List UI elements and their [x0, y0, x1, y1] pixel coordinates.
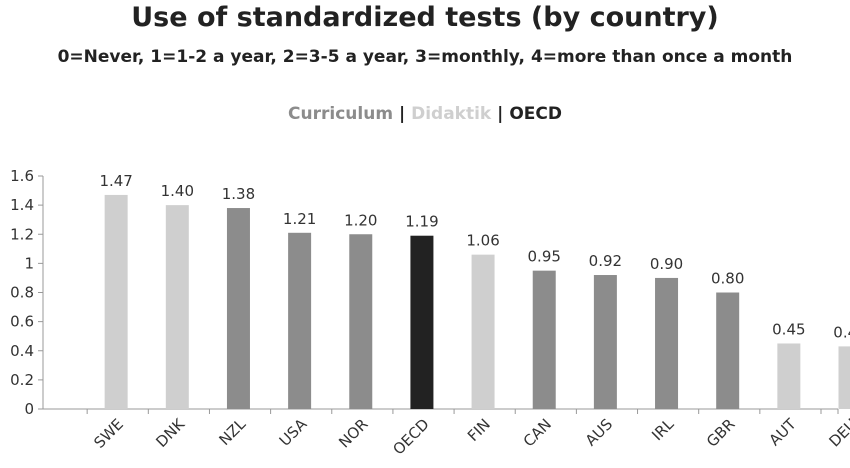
y-tick-label: 1 — [24, 254, 34, 272]
bar — [716, 292, 740, 409]
chart-subtitle: 0=Never, 1=1-2 a year, 2=3-5 a year, 3=m… — [57, 47, 793, 67]
bar — [349, 234, 373, 409]
data-label: 1.40 — [161, 182, 194, 200]
data-label: 1.21 — [283, 210, 316, 228]
legend: Curriculum | Didaktik | OECD — [0, 104, 850, 124]
x-tick-label: CAN — [520, 415, 555, 450]
bar — [471, 254, 495, 409]
y-tick-label: 1.2 — [10, 225, 34, 243]
x-tick-label: IRL — [648, 415, 678, 445]
bar — [410, 235, 434, 409]
data-label: 0.90 — [650, 255, 683, 273]
x-tick-label: DEU — [825, 415, 850, 450]
x-tick-label: NOR — [335, 415, 371, 451]
data-label: 1.47 — [99, 172, 132, 190]
bar — [226, 208, 250, 409]
legend-separator: | — [398, 104, 406, 124]
y-tick-label: 0.2 — [10, 371, 34, 389]
x-tick-label: GBR — [703, 415, 739, 451]
bar — [777, 343, 801, 409]
legend-separator: | — [497, 104, 504, 124]
bar — [104, 194, 128, 409]
x-tick-label: OECD — [389, 415, 432, 458]
data-label: 1.19 — [405, 213, 438, 231]
legend-item-curriculum: Curriculum — [288, 104, 394, 124]
y-tick-label: 1.4 — [10, 196, 34, 214]
data-label: 0.43 — [833, 323, 850, 341]
bar — [288, 232, 312, 409]
y-tick-label: 0.6 — [10, 313, 34, 331]
data-label: 0.80 — [711, 270, 744, 288]
data-label: 0.45 — [772, 320, 805, 338]
bar — [165, 205, 189, 409]
x-tick-label: USA — [276, 415, 311, 450]
legend-item-didaktik: Didaktik — [411, 104, 492, 124]
y-tick-label: 0.4 — [10, 342, 34, 360]
data-label: 0.92 — [589, 252, 622, 270]
data-label: 1.20 — [344, 211, 377, 229]
data-label: 1.38 — [222, 185, 255, 203]
bar — [838, 346, 850, 409]
chart-title: Use of standardized tests (by country) — [131, 2, 719, 33]
y-tick-label: 0.8 — [10, 284, 34, 302]
bar — [532, 270, 556, 409]
x-tick-label: DNK — [152, 414, 189, 451]
bar — [593, 275, 617, 409]
data-label: 1.06 — [466, 232, 499, 250]
legend-item-oecd: OECD — [509, 104, 562, 124]
x-tick-label: FIN — [464, 415, 494, 445]
x-tick-label: AUS — [582, 415, 616, 449]
x-tick-label: NZL — [215, 415, 249, 449]
x-tick-label: SWE — [90, 415, 127, 452]
x-tick-label: AUT — [765, 415, 800, 450]
y-tick-label: 1.6 — [10, 167, 34, 185]
bar — [655, 277, 679, 409]
data-label: 0.95 — [528, 248, 561, 266]
y-tick-label: 0 — [24, 400, 34, 418]
